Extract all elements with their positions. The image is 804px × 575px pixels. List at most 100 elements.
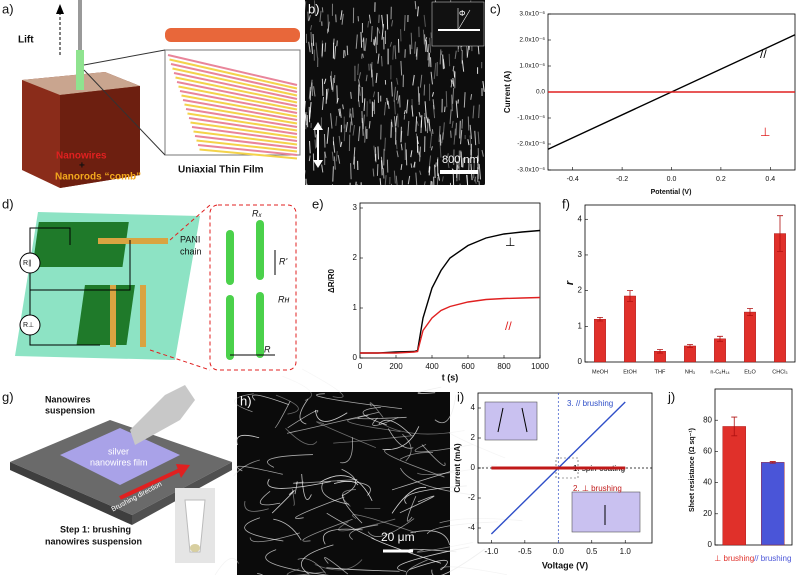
nanowire	[354, 181, 357, 189]
shape	[256, 292, 264, 358]
nanowire	[422, 29, 425, 45]
nanowire	[391, 486, 427, 514]
nanowire	[287, 410, 319, 429]
y-axis-label: Current (mA)	[453, 443, 462, 493]
nanowire	[419, 146, 421, 162]
nanowire	[414, 444, 473, 453]
x-tick-label: THF	[655, 369, 666, 375]
x-tick-label: 0	[358, 362, 363, 371]
nanowire	[418, 112, 421, 118]
nanowire	[234, 393, 254, 413]
label: R	[264, 344, 271, 354]
scale-bar: 20 μm	[381, 530, 415, 544]
y-tick-label: -2	[468, 493, 476, 502]
label: chain	[180, 246, 202, 256]
stripe	[188, 117, 298, 135]
nanowire	[324, 42, 327, 52]
label: Lift	[18, 35, 34, 46]
nanowire	[390, 119, 394, 128]
bar	[744, 311, 756, 363]
nanowire	[335, 115, 338, 126]
y-tick-label: -2.0x10⁻⁶	[517, 141, 545, 148]
nanowire	[425, 40, 428, 53]
label: R'	[279, 256, 287, 266]
nanowire	[323, 133, 326, 148]
nanowire	[379, 178, 382, 194]
nanowire	[395, 175, 399, 190]
shape	[169, 204, 211, 241]
nanowire	[372, 417, 399, 426]
x-tick-label: -0.5	[518, 547, 532, 556]
y-tick-label: -3.0x10⁻⁶	[517, 167, 545, 174]
nanowire	[365, 74, 368, 82]
nanowire	[326, 512, 375, 540]
x-tick-label: -0.4	[567, 176, 579, 183]
nanowire	[431, 92, 435, 97]
x-axis-label: t (s)	[442, 372, 459, 382]
nanowire	[442, 54, 444, 70]
nanowire	[482, 80, 485, 92]
nanowire	[446, 153, 449, 159]
nanowire	[439, 518, 523, 524]
error-bar	[717, 335, 723, 342]
y-tick-label: 1	[353, 303, 358, 312]
label: Step 1: brushing	[60, 524, 131, 534]
nanowire	[377, 146, 379, 160]
nanowire	[477, 131, 480, 145]
x-tick-label: 800	[497, 362, 511, 371]
shape	[226, 295, 234, 360]
nanowire	[441, 132, 444, 144]
nanowire	[358, 87, 361, 96]
nanowire	[375, 37, 378, 54]
nanowire	[316, 421, 377, 449]
nanowire	[286, 568, 325, 575]
nanowire	[435, 162, 437, 168]
nanowire	[469, 124, 472, 140]
nanowire	[396, 90, 399, 101]
x-tick-label: 0.4	[765, 176, 775, 183]
nanowire	[470, 94, 473, 100]
nanowire	[360, 31, 363, 48]
nanowire	[424, 112, 426, 128]
shape	[165, 28, 300, 42]
nanowire	[417, 386, 442, 394]
nanowire	[308, 86, 311, 99]
nanowire	[292, 479, 358, 484]
nanowire	[449, 432, 506, 459]
nanowire	[333, 156, 336, 170]
nanowire	[415, 116, 418, 132]
nanowire	[308, 41, 311, 53]
nanowire	[357, 414, 407, 420]
nanowire	[363, 98, 366, 111]
nanowire	[303, 170, 306, 179]
panel-label: g)	[2, 389, 14, 404]
nanowire	[336, 85, 338, 103]
nanowire	[332, 77, 334, 92]
nanowire	[405, 559, 428, 575]
y-tick-label: 0.0	[536, 89, 545, 96]
nanowire	[352, 107, 354, 118]
bar	[761, 462, 785, 546]
shape	[313, 122, 323, 130]
nanowire	[350, 113, 353, 126]
nanowire	[397, 95, 400, 104]
nanowire	[375, 72, 378, 84]
nanowire	[436, 176, 439, 192]
nanowire	[349, 121, 352, 133]
nanowire	[429, 180, 432, 197]
nanowire	[415, 48, 418, 57]
nanowire	[431, 129, 434, 134]
nanowire	[362, 114, 365, 130]
y-tick-label: 4	[471, 403, 476, 412]
series-label: ⊥	[505, 235, 515, 249]
nanowire	[474, 179, 477, 184]
nanowire	[341, 468, 357, 497]
nanowire	[313, 0, 316, 17]
y-tick-label: 60	[703, 447, 712, 456]
shape	[60, 86, 140, 188]
x-tick-label: 1000	[531, 362, 549, 371]
error-bar	[687, 344, 693, 348]
nanowire	[381, 14, 384, 28]
shape	[484, 401, 538, 441]
nanowire	[399, 452, 433, 460]
